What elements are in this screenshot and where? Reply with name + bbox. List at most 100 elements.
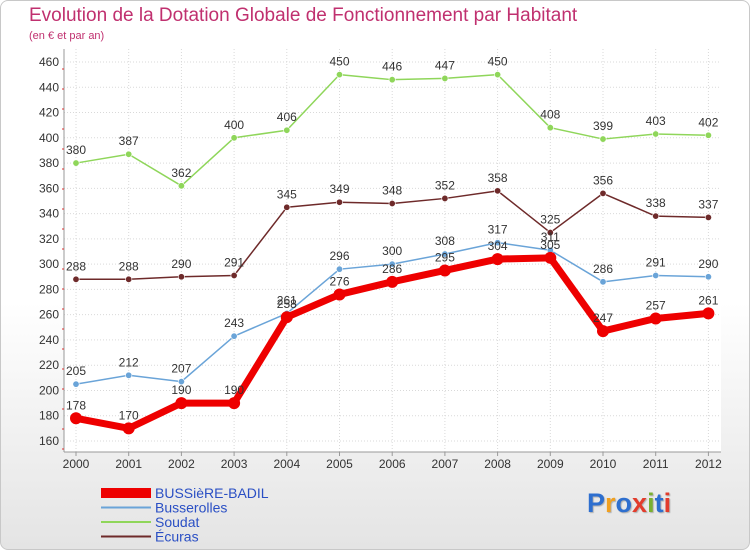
data-label: 286 xyxy=(382,262,402,276)
logo-letter: x xyxy=(632,488,647,518)
data-label: 261 xyxy=(698,293,718,307)
logo-letter: i xyxy=(664,488,672,518)
data-point xyxy=(336,71,342,77)
data-point xyxy=(334,288,346,300)
y-tick-label: 180 xyxy=(39,409,59,423)
data-point xyxy=(231,333,237,339)
data-label: 291 xyxy=(224,256,244,270)
data-point xyxy=(705,214,711,220)
data-label: 352 xyxy=(435,178,455,192)
x-tick-label: 2005 xyxy=(326,457,353,471)
data-label: 304 xyxy=(488,239,508,253)
data-point xyxy=(600,136,606,142)
data-label: 337 xyxy=(698,197,718,211)
data-point xyxy=(284,204,290,210)
data-point xyxy=(600,279,606,285)
data-label: 178 xyxy=(66,398,86,412)
data-point xyxy=(492,253,504,265)
logo-letter: t xyxy=(655,488,664,518)
data-label: 406 xyxy=(277,110,297,124)
y-tick-label: 320 xyxy=(39,232,59,246)
data-label: 257 xyxy=(646,298,666,312)
data-label: 290 xyxy=(171,257,191,271)
data-label: 402 xyxy=(698,115,718,129)
data-point xyxy=(126,151,132,157)
x-tick-label: 2009 xyxy=(537,457,564,471)
data-point xyxy=(544,252,556,264)
data-point xyxy=(336,266,342,272)
data-label: 403 xyxy=(646,114,666,128)
x-tick-label: 2010 xyxy=(590,457,617,471)
data-point xyxy=(650,312,662,324)
data-label: 305 xyxy=(540,238,560,252)
y-tick-label: 280 xyxy=(39,282,59,296)
data-point xyxy=(494,188,500,194)
y-tick-label: 260 xyxy=(39,308,59,322)
y-tick-label: 300 xyxy=(39,257,59,271)
data-point xyxy=(705,132,711,138)
y-tick-label: 360 xyxy=(39,181,59,195)
x-tick-label: 2007 xyxy=(432,457,459,471)
data-point xyxy=(178,183,184,189)
data-point xyxy=(653,131,659,137)
data-point xyxy=(178,274,184,280)
y-tick-label: 220 xyxy=(39,358,59,372)
legend-swatch xyxy=(101,488,151,498)
data-point xyxy=(600,190,606,196)
data-point xyxy=(73,381,79,387)
chart-frame: Evolution de la Dotation Globale de Fonc… xyxy=(0,0,750,550)
y-tick-label: 200 xyxy=(39,383,59,397)
data-label: 290 xyxy=(698,257,718,271)
data-point xyxy=(439,264,451,276)
data-label: 308 xyxy=(435,234,455,248)
x-tick-label: 2011 xyxy=(643,457,669,471)
data-point xyxy=(389,200,395,206)
data-label: 345 xyxy=(277,187,297,201)
data-label: 205 xyxy=(66,364,86,378)
data-label: 296 xyxy=(329,249,349,263)
x-tick-label: 2006 xyxy=(379,457,406,471)
data-point xyxy=(126,372,132,378)
data-point xyxy=(702,307,714,319)
data-point xyxy=(705,274,711,280)
x-tick-label: 2001 xyxy=(115,457,142,471)
data-point xyxy=(442,75,448,81)
data-point xyxy=(73,160,79,166)
y-tick-label: 160 xyxy=(39,434,59,448)
data-label: 276 xyxy=(329,274,349,288)
data-point xyxy=(123,422,135,434)
data-label: 207 xyxy=(171,362,191,376)
data-label: 170 xyxy=(119,408,139,422)
data-label: 291 xyxy=(646,256,666,270)
data-label: 190 xyxy=(224,383,244,397)
proxiti-logo: Proxiti xyxy=(587,488,671,519)
logo-letter: i xyxy=(647,488,655,518)
data-point xyxy=(73,276,79,282)
logo-letter: P xyxy=(587,488,605,518)
data-label: 212 xyxy=(119,355,139,369)
y-tick-label: 340 xyxy=(39,207,59,221)
data-label: 356 xyxy=(593,173,613,187)
y-tick-label: 440 xyxy=(39,80,59,94)
data-label: 380 xyxy=(66,143,86,157)
x-tick-label: 2008 xyxy=(484,457,511,471)
y-tick-label: 240 xyxy=(39,333,59,347)
data-label: 288 xyxy=(119,259,139,273)
data-label: 190 xyxy=(171,383,191,397)
data-label: 447 xyxy=(435,58,455,72)
logo-letter: o xyxy=(616,488,633,518)
data-label: 288 xyxy=(66,259,86,273)
data-point xyxy=(126,276,132,282)
data-label: 349 xyxy=(329,182,349,196)
data-point xyxy=(231,272,237,278)
data-point xyxy=(336,199,342,205)
x-tick-label: 2002 xyxy=(168,457,195,471)
x-tick-label: 2000 xyxy=(63,457,90,471)
data-label: 243 xyxy=(224,316,244,330)
data-label: 247 xyxy=(593,311,613,325)
data-point xyxy=(389,76,395,82)
x-tick-label: 2012 xyxy=(695,457,722,471)
logo-letter: r xyxy=(605,488,616,518)
y-tick-label: 380 xyxy=(39,156,59,170)
